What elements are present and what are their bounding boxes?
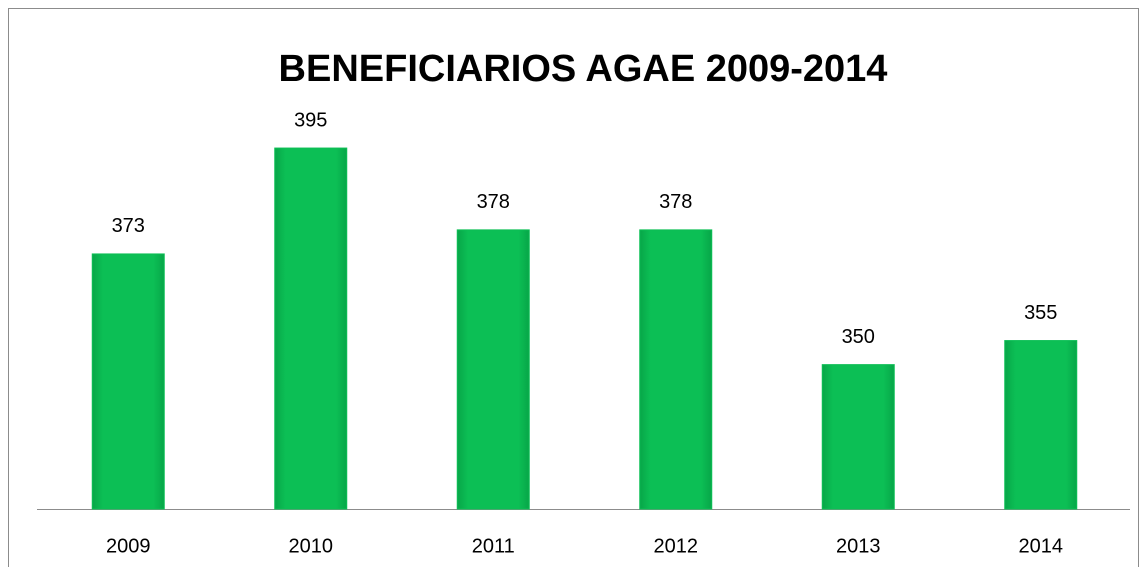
bar xyxy=(456,229,530,510)
bar xyxy=(274,147,348,510)
bar xyxy=(639,229,713,510)
x-tick-label: 2011 xyxy=(472,535,515,557)
x-tick-label: 2014 xyxy=(1019,535,1064,557)
x-tick-label: 2012 xyxy=(654,535,699,557)
chart-frame xyxy=(8,8,1139,567)
data-label: 378 xyxy=(659,191,692,213)
bar xyxy=(821,364,895,510)
data-label: 355 xyxy=(1024,302,1057,324)
data-label: 395 xyxy=(294,109,327,131)
bar xyxy=(91,253,165,510)
chart-title: BENEFICIARIOS AGAE 2009-2014 xyxy=(279,48,888,90)
data-label: 350 xyxy=(842,326,875,348)
x-tick-label: 2010 xyxy=(289,535,334,557)
data-label: 373 xyxy=(112,215,145,237)
x-tick-label: 2013 xyxy=(836,535,881,557)
x-tick-label: 2009 xyxy=(106,535,151,557)
bar xyxy=(1004,340,1078,510)
data-label: 378 xyxy=(477,191,510,213)
